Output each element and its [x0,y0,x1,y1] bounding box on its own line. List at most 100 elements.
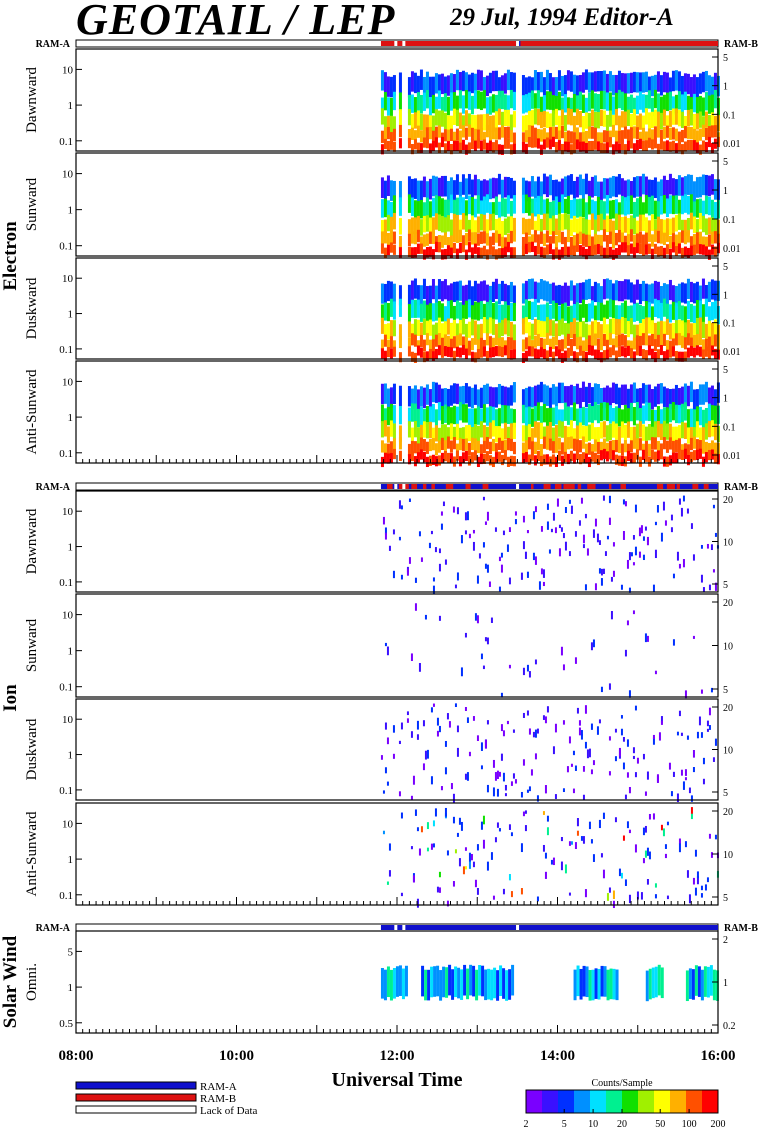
spectrogram-cell [491,438,495,452]
spectrogram-cell [580,730,583,736]
spectrogram-cell [431,140,435,152]
spectrogram-cell [632,109,636,126]
colorbar-cell [716,1090,719,1113]
spectrogram-cell [599,90,603,110]
spectrogram-cell [668,141,672,152]
spectrogram-cell [526,710,529,716]
spectrogram-cell [668,340,672,353]
spectrogram-cell [611,74,615,96]
spectrogram-cell [566,195,570,215]
spectrogram-cell [485,383,489,405]
spectrogram-cell [626,408,630,427]
spectrogram-cell [503,283,507,305]
spectrogram-cell [434,241,438,253]
spectrogram-cell [596,243,600,255]
spectrogram-cell [664,853,667,859]
spectrogram-cell [419,219,423,236]
spectrogram-cell [659,320,663,337]
spectrogram-cell [671,96,675,115]
spectrogram-cell [646,771,649,780]
spectrogram-cell [590,213,594,230]
spectrogram-cell [590,90,594,109]
spectrogram-cell [432,577,435,582]
spectrogram-cell [440,437,444,451]
spectrogram-cell [587,278,591,300]
spectrogram-cell [449,385,453,406]
spectrogram-cell [572,453,576,464]
spectrogram-cell [492,787,495,797]
spectrogram-cell [592,639,595,648]
spectrogram-cell [413,334,417,347]
spectrogram-cell [659,383,663,404]
spectrogram-cell [452,336,456,349]
spectrogram-cell [614,335,618,348]
spectrogram-cell [533,298,537,318]
spectrogram-cell [384,532,387,540]
spectrogram-cell [455,300,459,319]
spectrogram-cell [560,97,564,116]
spectrogram-cell [665,340,669,353]
spectrogram-cell [624,879,627,886]
spectrogram-cell [593,244,597,255]
spectrogram-cell [527,322,531,339]
spectrogram-cell [473,438,477,451]
spectrogram-cell [684,777,687,781]
spectrogram-cell [478,965,482,996]
spectrogram-cell [476,887,479,895]
spectrogram-cell [692,750,695,758]
spectrogram-cell [446,129,450,142]
spectrogram-cell [684,690,687,699]
spectrogram-cell [449,235,453,248]
spectrogram-cell [678,498,681,505]
spectrogram-cell [408,498,411,502]
spectrogram-cell [689,304,693,323]
spectrogram-cell [508,577,511,585]
panel-label: Dawnward [24,67,40,133]
spectrogram-cell [524,810,527,814]
spectrogram-cell [467,321,471,338]
spectrogram-cell [470,305,474,324]
colorbar-cell [672,1090,675,1113]
right-tick-label: 5 [723,893,728,904]
spectrogram-cell [524,94,528,113]
spectrogram-cell [566,766,569,773]
spectrogram-cell [410,351,414,362]
spectrogram-cell [620,111,624,128]
spectrogram-cell [635,220,639,238]
spectrogram-cell [636,891,639,900]
spectrogram-cell [434,126,438,139]
spectrogram-cell [560,109,564,126]
spectrogram-cell [665,456,669,467]
legend-label: RAM-B [200,1093,236,1105]
spectrogram-cell [422,339,426,352]
spectrogram-cell [692,409,696,428]
spectrogram-cell [659,96,663,116]
spectrogram-cell [476,233,480,246]
spectrogram-cell [524,180,528,202]
spectrogram-cell [542,321,546,338]
spectrogram-cell [575,449,579,460]
spectrogram-cell [575,218,579,235]
spectrogram-cell [641,333,645,346]
spectrogram-cell [482,346,486,357]
spectrogram-cell [452,437,456,450]
spectrogram-cell [509,455,513,466]
spectrogram-cell [704,218,708,235]
spectrogram-cell [473,90,477,109]
spectrogram-cell [592,529,595,538]
spectrogram-cell [686,870,689,878]
spectrogram-cell [644,71,648,93]
spectrogram-cell [680,403,684,423]
spectrogram-cell [473,320,477,337]
spectrogram-cell [510,891,513,898]
spectrogram-cell [386,339,390,352]
spectrogram-cell [380,421,384,438]
spectrogram-cell [446,75,450,96]
spectrogram-cell [416,229,420,243]
spectrogram-cell [428,115,432,132]
spectrogram-cell [380,177,384,198]
spectrogram-cell [635,233,639,246]
spectrogram-cell [476,195,480,214]
spectrogram-cell [398,109,402,126]
spectrogram-cell [644,108,648,125]
